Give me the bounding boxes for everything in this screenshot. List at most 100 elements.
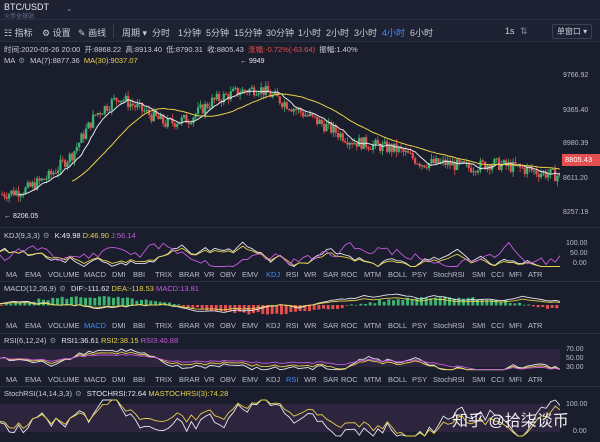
drawing-button[interactable]: ✎ 画线 — [78, 28, 107, 38]
indicator-tab-atr[interactable]: ATR — [528, 375, 543, 384]
macd-bar — [130, 298, 134, 306]
indicator-tab-ema[interactable]: EMA — [25, 270, 42, 279]
candle-body — [57, 170, 60, 174]
indicator-tab-bbi[interactable]: BBI — [133, 321, 146, 330]
indicator-tab-stochrsi[interactable]: StochRSI — [433, 375, 465, 384]
indicator-tab-psy[interactable]: PSY — [412, 375, 428, 384]
indicator-tab-rsi[interactable]: RSI — [286, 375, 299, 384]
period-dropdown[interactable]: 周期 ▾ — [122, 28, 148, 38]
compare-icon[interactable]: ⇅ — [520, 26, 528, 36]
indicator-tab-brar[interactable]: BRAR — [179, 375, 200, 384]
scale-label[interactable]: 1s — [505, 26, 515, 36]
gear-icon[interactable]: ⚙ — [42, 231, 50, 240]
period-tab[interactable]: 5分钟 — [206, 28, 230, 38]
settings-button[interactable]: ⚙ 设置 — [42, 28, 71, 38]
indicator-tab-mfi[interactable]: MFI — [509, 270, 522, 279]
indicator-tab-obv[interactable]: OBV — [220, 375, 236, 384]
period-tab[interactable]: 1分钟 — [178, 28, 202, 38]
indicator-tab-boll[interactable]: BOLL — [388, 375, 408, 384]
indicator-tab-obv[interactable]: OBV — [220, 321, 236, 330]
indicator-tab-dmi[interactable]: DMI — [112, 375, 126, 384]
indicator-tab-roc[interactable]: ROC — [341, 270, 358, 279]
indicator-tab-volume[interactable]: VOLUME — [48, 375, 80, 384]
indicator-tab-cci[interactable]: CCI — [491, 321, 504, 330]
indicator-tab-ema[interactable]: EMA — [25, 375, 42, 384]
gear-icon[interactable]: ⚙ — [74, 389, 82, 398]
indicator-tab-stochrsi[interactable]: StochRSI — [433, 270, 465, 279]
candlestick-chart[interactable] — [0, 66, 560, 234]
indicator-tab-smi[interactable]: SMI — [472, 321, 486, 330]
indicator-tab-macd[interactable]: MACD — [84, 375, 107, 384]
pair-title[interactable]: BTC/USDT — [4, 2, 49, 12]
indicator-tab-brar[interactable]: BRAR — [179, 270, 200, 279]
indicator-tab-sar[interactable]: SAR — [323, 270, 339, 279]
indicator-tab-trix[interactable]: TRIX — [155, 321, 173, 330]
gear-icon[interactable]: ⚙ — [18, 56, 25, 65]
indicator-tab-cci[interactable]: CCI — [491, 270, 504, 279]
indicator-tab-kdj[interactable]: KDJ — [266, 321, 281, 330]
indicator-tab-smi[interactable]: SMI — [472, 270, 486, 279]
indicator-tab-boll[interactable]: BOLL — [388, 321, 408, 330]
indicator-tab-emv[interactable]: EMV — [242, 270, 259, 279]
indicator-tab-psy[interactable]: PSY — [412, 321, 428, 330]
indicator-tab-boll[interactable]: BOLL — [388, 270, 408, 279]
indicator-tab-mtm[interactable]: MTM — [364, 270, 382, 279]
indicator-tab-bbi[interactable]: BBI — [133, 270, 146, 279]
indicator-tab-dmi[interactable]: DMI — [112, 270, 126, 279]
indicator-tab-mfi[interactable]: MFI — [509, 375, 522, 384]
gear-icon[interactable]: ⚙ — [49, 336, 57, 345]
indicator-tab-mtm[interactable]: MTM — [364, 375, 382, 384]
indicator-tab-wr[interactable]: WR — [304, 270, 317, 279]
candle-body — [558, 172, 560, 177]
indicator-tab-vr[interactable]: VR — [204, 270, 215, 279]
indicator-tab-wr[interactable]: WR — [304, 375, 317, 384]
indicator-tab-obv[interactable]: OBV — [220, 270, 236, 279]
indicator-tab-dmi[interactable]: DMI — [112, 321, 126, 330]
indicator-tab-sar[interactable]: SAR — [323, 321, 339, 330]
period-tab[interactable]: 6小时 — [410, 28, 434, 38]
indicator-tab-bbi[interactable]: BBI — [133, 375, 146, 384]
indicator-tab-mtm[interactable]: MTM — [364, 321, 382, 330]
indicator-tab-vr[interactable]: VR — [204, 321, 215, 330]
period-tab[interactable]: 1小时 — [298, 28, 322, 38]
indicator-tab-wr[interactable]: WR — [304, 321, 317, 330]
indicator-tab-roc[interactable]: ROC — [341, 321, 358, 330]
window-mode-button[interactable]: 单窗口 ▾ — [552, 24, 592, 39]
indicator-tab-rsi[interactable]: RSI — [286, 321, 299, 330]
indicator-tab-emv[interactable]: EMV — [242, 375, 259, 384]
indicator-tab-kdj[interactable]: KDJ — [266, 270, 281, 279]
indicator-tab-mfi[interactable]: MFI — [509, 321, 522, 330]
indicators-button[interactable]: ☷ 指标 — [4, 28, 33, 38]
period-tab[interactable]: 4小时 — [382, 28, 406, 38]
indicator-tab-atr[interactable]: ATR — [528, 270, 543, 279]
indicator-tab-roc[interactable]: ROC — [341, 375, 358, 384]
indicator-tab-volume[interactable]: VOLUME — [48, 270, 80, 279]
indicator-tab-stochrsi[interactable]: StochRSI — [433, 321, 465, 330]
indicator-tab-ma[interactable]: MA — [6, 375, 18, 384]
indicator-tab-macd[interactable]: MACD — [84, 321, 107, 330]
period-tab[interactable]: 3小时 — [354, 28, 378, 38]
indicator-tab-vr[interactable]: VR — [204, 375, 215, 384]
indicator-tab-rsi[interactable]: RSI — [286, 270, 299, 279]
period-tab[interactable]: 分时 — [152, 28, 171, 38]
period-tab[interactable]: 30分钟 — [266, 28, 295, 38]
indicator-tab-ema[interactable]: EMA — [25, 321, 42, 330]
period-tab[interactable]: 2小时 — [326, 28, 350, 38]
indicator-tab-smi[interactable]: SMI — [472, 375, 486, 384]
gear-icon[interactable]: ⚙ — [59, 284, 66, 293]
indicator-tab-psy[interactable]: PSY — [412, 270, 428, 279]
indicator-tab-atr[interactable]: ATR — [528, 321, 543, 330]
indicator-tab-kdj[interactable]: KDJ — [266, 375, 281, 384]
period-tab[interactable]: 15分钟 — [234, 28, 263, 38]
chevron-down-icon[interactable]: ⌄ — [66, 4, 73, 13]
indicator-tab-sar[interactable]: SAR — [323, 375, 339, 384]
indicator-tab-trix[interactable]: TRIX — [155, 270, 173, 279]
indicator-tab-volume[interactable]: VOLUME — [48, 321, 80, 330]
indicator-tab-ma[interactable]: MA — [6, 270, 18, 279]
indicator-tab-ma[interactable]: MA — [6, 321, 18, 330]
indicator-tab-trix[interactable]: TRIX — [155, 375, 173, 384]
indicator-tab-emv[interactable]: EMV — [242, 321, 259, 330]
indicator-tab-macd[interactable]: MACD — [84, 270, 107, 279]
indicator-tab-cci[interactable]: CCI — [491, 375, 504, 384]
indicator-tab-brar[interactable]: BRAR — [179, 321, 200, 330]
